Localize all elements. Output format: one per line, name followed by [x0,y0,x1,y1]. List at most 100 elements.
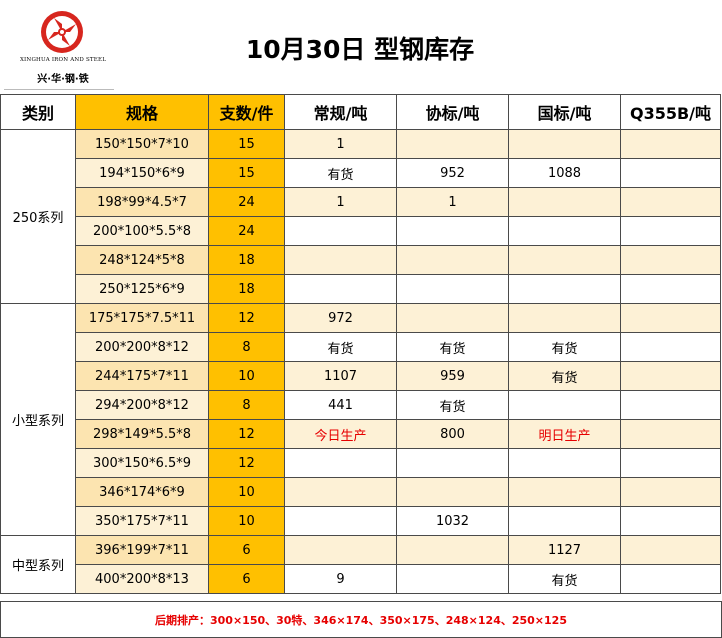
spec-cell: 200*200*8*12 [75,332,209,362]
national-cell: 有货 [508,361,621,391]
spec-cell: 400*200*8*13 [75,564,209,594]
qty-cell: 24 [208,216,285,246]
column-header-assoc: 协标/吨 [396,94,509,130]
regular-cell [284,535,397,565]
column-header-spec: 规格 [75,94,209,130]
national-cell [508,129,621,159]
spec-cell: 194*150*6*9 [75,158,209,188]
category-cell: 小型系列 [0,303,76,536]
assoc-cell [396,245,509,275]
q355b-cell [620,361,721,391]
inventory-table: 类别 规格 支数/件 常规/吨 协标/吨 国标/吨 Q355B/吨 250系列 1… [0,94,721,594]
table-row: 400*200*8*13 6 9 有货 [1,564,721,594]
regular-cell: 972 [284,303,397,333]
spec-cell: 175*175*7.5*11 [75,303,209,333]
assoc-cell [396,477,509,507]
spec-cell: 396*199*7*11 [75,535,209,565]
qty-cell: 6 [208,564,285,594]
spec-cell: 150*150*7*10 [75,129,209,159]
regular-cell: 9 [284,564,397,594]
column-header-regular: 常规/吨 [284,94,397,130]
q355b-cell [620,506,721,536]
category-cell: 中型系列 [0,535,76,594]
national-cell [508,303,621,333]
table-row: 346*174*6*9 10 [1,477,721,507]
national-cell: 有货 [508,332,621,362]
assoc-cell: 952 [396,158,509,188]
regular-cell [284,216,397,246]
spec-cell: 244*175*7*11 [75,361,209,391]
column-header-category: 类别 [0,94,76,130]
spec-cell: 300*150*6.5*9 [75,448,209,478]
qty-cell: 8 [208,390,285,420]
regular-cell: 有货 [284,332,397,362]
regular-cell: 1 [284,129,397,159]
assoc-cell [396,303,509,333]
qty-cell: 12 [208,303,285,333]
national-cell: 明日生产 [508,419,621,449]
q355b-cell [620,303,721,333]
national-cell [508,274,621,304]
logo-emblem-icon [41,11,83,53]
spec-cell: 350*175*7*11 [75,506,209,536]
assoc-cell: 959 [396,361,509,391]
column-header-qty: 支数/件 [208,94,285,130]
q355b-cell [620,332,721,362]
spec-cell: 198*99*4.5*7 [75,187,209,217]
table-row: 300*150*6.5*9 12 [1,448,721,478]
q355b-cell [620,187,721,217]
table-body: 250系列 150*150*7*10 15 1 194*150*6*9 15 有货 952 10… [0,129,721,594]
q355b-cell [620,274,721,304]
assoc-cell [396,448,509,478]
regular-cell [284,448,397,478]
table-row: 200*100*5.5*8 24 [1,216,721,246]
column-header-national: 国标/吨 [508,94,621,130]
qty-cell: 10 [208,506,285,536]
regular-cell: 441 [284,390,397,420]
regular-cell [284,245,397,275]
spec-cell: 346*174*6*9 [75,477,209,507]
table-row: 294*200*8*12 8 441 有货 [1,390,721,420]
qty-cell: 24 [208,187,285,217]
national-cell: 1088 [508,158,621,188]
regular-cell [284,506,397,536]
national-cell [508,477,621,507]
regular-cell: 1107 [284,361,397,391]
assoc-cell [396,274,509,304]
q355b-cell [620,564,721,594]
spec-cell: 250*125*6*9 [75,274,209,304]
assoc-cell [396,564,509,594]
category-cell: 250系列 [0,129,76,304]
assoc-cell: 有货 [396,332,509,362]
q355b-cell [620,535,721,565]
q355b-cell [620,245,721,275]
table-row: 350*175*7*11 10 1032 [1,506,721,536]
q355b-cell [620,390,721,420]
logo-divider [4,89,114,90]
table-row: 194*150*6*9 15 有货 952 1088 [1,158,721,188]
q355b-cell [620,216,721,246]
spec-cell: 298*149*5.5*8 [75,419,209,449]
column-header-q355b: Q355B/吨 [620,94,721,130]
table-row: 298*149*5.5*8 12 今日生产 800 明日生产 [1,419,721,449]
national-cell [508,187,621,217]
regular-cell [284,477,397,507]
regular-cell: 有货 [284,158,397,188]
q355b-cell [620,419,721,449]
assoc-cell: 有货 [396,390,509,420]
q355b-cell [620,448,721,478]
table-row: 248*124*5*8 18 [1,245,721,275]
table-row: 200*200*8*12 8 有货 有货 有货 [1,332,721,362]
spec-cell: 294*200*8*12 [75,390,209,420]
table-row: 250*125*6*9 18 [1,274,721,304]
table-header-row: 类别 规格 支数/件 常规/吨 协标/吨 国标/吨 Q355B/吨 [0,94,721,130]
assoc-cell: 1032 [396,506,509,536]
table-row: 198*99*4.5*7 24 1 1 [1,187,721,217]
assoc-cell: 800 [396,419,509,449]
logo-name-en: XINGHUA IRON AND STEEL [19,57,107,63]
header: XINGHUA IRON AND STEEL 兴·华·钢·铁 10月30日 型钢… [0,0,722,94]
spec-cell: 248*124*5*8 [75,245,209,275]
table-row: 中型系列 396*199*7*11 6 1127 [0,535,721,594]
assoc-cell [396,216,509,246]
qty-cell: 10 [208,477,285,507]
